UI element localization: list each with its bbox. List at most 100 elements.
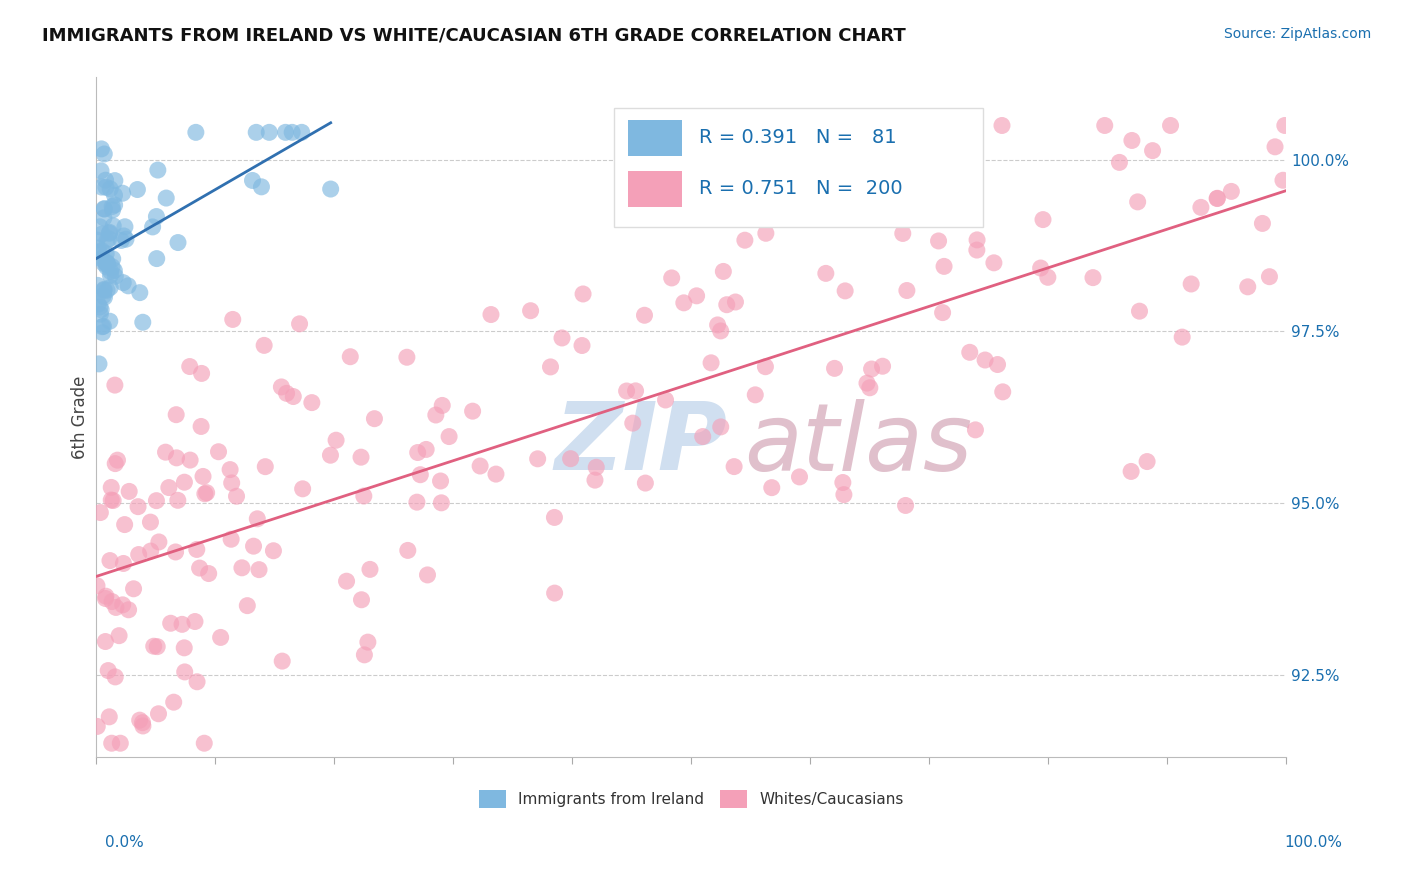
Point bbox=[1142, 144, 1164, 158]
Point bbox=[184, 615, 207, 629]
Point bbox=[1121, 133, 1143, 147]
Point bbox=[692, 429, 714, 443]
Point bbox=[1032, 212, 1054, 227]
Point bbox=[1274, 119, 1296, 133]
Point bbox=[96, 234, 118, 248]
Point bbox=[87, 245, 110, 260]
Point bbox=[1171, 330, 1194, 344]
Point bbox=[110, 736, 132, 750]
Point bbox=[188, 561, 211, 575]
Point bbox=[734, 233, 756, 247]
Point bbox=[100, 480, 122, 494]
Text: R = 0.751   N =  200: R = 0.751 N = 200 bbox=[699, 179, 903, 198]
Point bbox=[856, 376, 879, 390]
Text: Source: ZipAtlas.com: Source: ZipAtlas.com bbox=[1223, 27, 1371, 41]
Point bbox=[710, 324, 733, 338]
Point bbox=[207, 444, 229, 458]
Point bbox=[1251, 216, 1274, 230]
Point bbox=[93, 290, 115, 304]
Point bbox=[247, 563, 270, 577]
Point bbox=[396, 543, 419, 558]
Point bbox=[93, 202, 115, 216]
Point bbox=[468, 458, 491, 473]
Point bbox=[986, 358, 1008, 372]
Point bbox=[1180, 277, 1202, 291]
Point bbox=[633, 308, 655, 322]
Point bbox=[350, 450, 373, 465]
Point bbox=[253, 338, 276, 352]
Point bbox=[112, 229, 135, 244]
Point bbox=[236, 599, 259, 613]
Point bbox=[166, 450, 188, 465]
Point bbox=[1119, 465, 1142, 479]
Point bbox=[93, 319, 115, 334]
Point bbox=[148, 535, 170, 549]
Point bbox=[93, 282, 115, 296]
Point bbox=[86, 579, 108, 593]
Point bbox=[195, 485, 218, 500]
Point bbox=[844, 175, 866, 189]
Point bbox=[145, 493, 167, 508]
Point bbox=[335, 574, 357, 589]
Point bbox=[430, 496, 453, 510]
Text: 0.0%: 0.0% bbox=[105, 836, 145, 850]
Point bbox=[117, 603, 139, 617]
Point bbox=[91, 288, 114, 302]
Point bbox=[209, 631, 232, 645]
Point bbox=[219, 462, 242, 476]
Point bbox=[89, 219, 111, 234]
Point bbox=[983, 256, 1005, 270]
Point bbox=[991, 384, 1014, 399]
Point bbox=[89, 307, 111, 321]
Point bbox=[519, 303, 541, 318]
Point bbox=[254, 459, 277, 474]
Point bbox=[814, 266, 837, 280]
Point bbox=[142, 219, 165, 234]
Point bbox=[145, 210, 167, 224]
Point bbox=[246, 512, 269, 526]
Point bbox=[859, 381, 882, 395]
Point bbox=[1264, 140, 1286, 154]
Point bbox=[93, 283, 115, 297]
Point bbox=[89, 506, 111, 520]
Point bbox=[1126, 194, 1149, 209]
Point bbox=[186, 674, 208, 689]
Point bbox=[1136, 454, 1159, 468]
Text: ZIP: ZIP bbox=[554, 399, 727, 491]
Point bbox=[132, 719, 155, 733]
Point bbox=[111, 598, 134, 612]
Point bbox=[939, 197, 962, 211]
Point bbox=[1108, 155, 1130, 169]
Point bbox=[197, 566, 219, 581]
Point bbox=[104, 269, 127, 284]
Point bbox=[96, 255, 118, 269]
Point bbox=[112, 276, 135, 290]
Point bbox=[101, 594, 124, 608]
Point bbox=[122, 582, 145, 596]
Point bbox=[661, 271, 683, 285]
Point bbox=[1189, 200, 1212, 214]
Point bbox=[291, 125, 314, 139]
Point bbox=[118, 484, 141, 499]
Point bbox=[571, 338, 593, 352]
Point bbox=[110, 234, 132, 248]
Point bbox=[1258, 269, 1281, 284]
Point bbox=[115, 232, 138, 246]
Text: R = 0.391   N =   81: R = 0.391 N = 81 bbox=[699, 128, 897, 147]
Point bbox=[98, 280, 121, 294]
FancyBboxPatch shape bbox=[628, 120, 682, 155]
Point bbox=[543, 586, 565, 600]
Point bbox=[744, 388, 766, 402]
Point bbox=[262, 543, 284, 558]
Point bbox=[755, 227, 778, 241]
Point bbox=[406, 445, 429, 459]
Point bbox=[103, 188, 125, 202]
Point bbox=[91, 319, 114, 334]
Point bbox=[155, 191, 177, 205]
Point bbox=[98, 314, 121, 328]
Point bbox=[917, 138, 939, 153]
Point bbox=[350, 592, 373, 607]
Point bbox=[395, 351, 418, 365]
Point bbox=[974, 353, 997, 368]
Point bbox=[222, 312, 245, 326]
